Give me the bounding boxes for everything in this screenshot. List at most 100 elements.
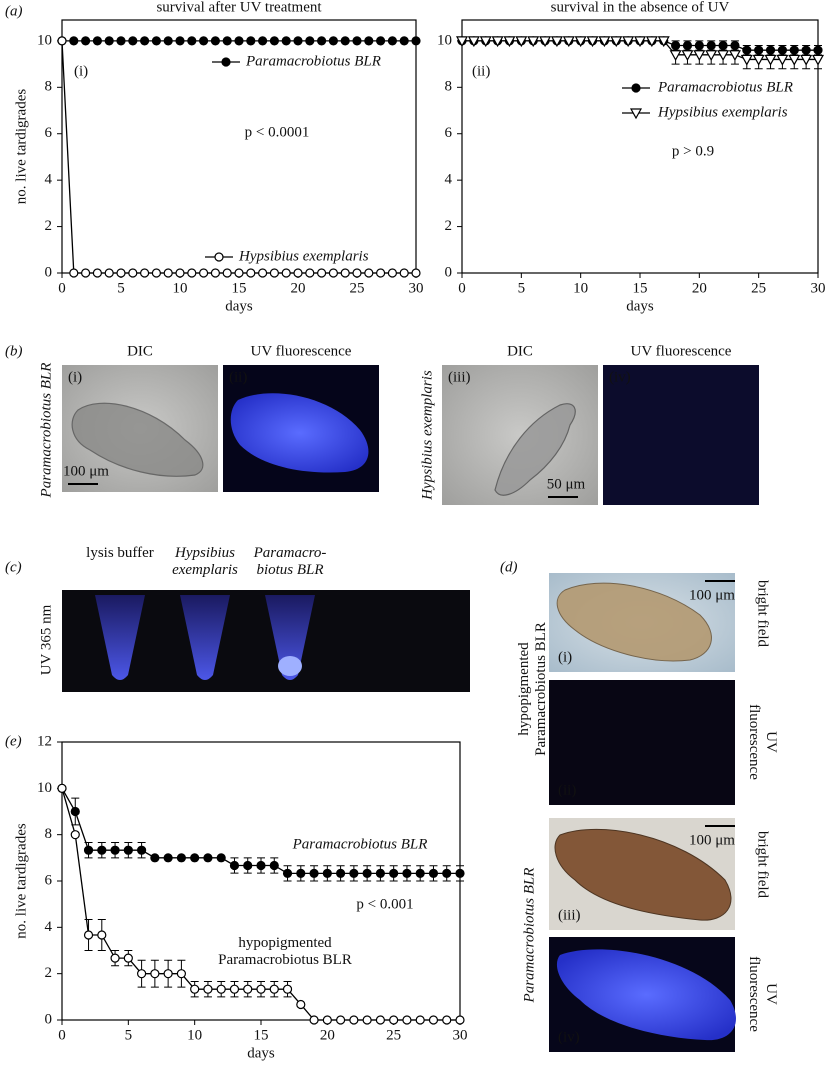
marker — [776, 54, 789, 66]
tardigrade — [71, 402, 204, 477]
marker — [234, 36, 244, 46]
marker — [222, 36, 232, 46]
legend-marker — [629, 108, 643, 120]
y-tick-label: 4 — [45, 172, 53, 188]
side-label: bright field — [754, 579, 771, 647]
image-label: (ii) — [229, 369, 247, 385]
marker — [389, 868, 399, 878]
marker — [657, 36, 670, 48]
marker — [411, 268, 421, 278]
marker — [352, 268, 362, 278]
panel-label: (a) — [5, 3, 23, 19]
y-tick-label: 2 — [45, 218, 53, 234]
marker — [349, 868, 359, 878]
marker — [317, 36, 327, 46]
marker — [340, 36, 350, 46]
marker — [328, 268, 338, 278]
y-tick-label: 10 — [37, 32, 52, 48]
annotation: p > 0.9 — [672, 143, 714, 159]
tardigrade — [554, 828, 732, 921]
marker — [415, 868, 425, 878]
annotation: (i) — [74, 63, 88, 79]
marker — [293, 268, 303, 278]
marker — [467, 36, 480, 48]
chart-title: survival after UV treatment — [156, 0, 322, 15]
marker — [269, 984, 279, 994]
marker — [402, 868, 412, 878]
marker — [243, 860, 253, 871]
series-line — [61, 40, 416, 274]
legend-marker — [214, 252, 224, 262]
side-label: bright field — [754, 830, 771, 899]
marker — [269, 36, 279, 46]
marker — [336, 868, 346, 878]
marker — [123, 845, 133, 855]
tube-label: Hypsibius exemplaris — [172, 545, 238, 578]
marker — [645, 36, 658, 48]
scale-label: 50 μm — [547, 476, 586, 492]
marker — [455, 36, 469, 48]
scale-label: 100 μm — [689, 832, 735, 848]
marker — [229, 860, 240, 871]
tube — [265, 595, 315, 680]
marker — [455, 868, 465, 878]
image-header: DIC — [127, 343, 153, 359]
marker — [375, 1015, 385, 1025]
marker — [150, 969, 160, 979]
marker — [336, 1015, 346, 1025]
marker — [256, 860, 266, 871]
y-tick-label: 10 — [437, 32, 452, 48]
side-label: UV fluorescence — [746, 955, 779, 1032]
marker — [387, 36, 397, 46]
marker — [187, 36, 197, 46]
marker — [352, 36, 362, 46]
x-tick-label: 0 — [58, 280, 66, 296]
marker — [116, 36, 126, 46]
chart-title: survival in the absence of UV — [551, 0, 730, 15]
marker — [258, 268, 268, 278]
legend-marker — [221, 57, 231, 67]
panel-label: (b) — [5, 343, 23, 359]
marker — [296, 868, 306, 878]
panel-label: (c) — [5, 559, 22, 575]
panel-label: (d) — [500, 559, 518, 575]
marker — [328, 36, 338, 46]
marker — [123, 953, 133, 963]
y-tick-label: 6 — [45, 125, 53, 141]
image-label: (iv) — [558, 1029, 580, 1045]
marker — [97, 845, 107, 855]
marker — [151, 268, 161, 278]
marker — [309, 1015, 319, 1025]
marker — [442, 868, 452, 878]
marker — [322, 868, 332, 878]
image-label: (ii) — [558, 782, 576, 798]
marker — [269, 860, 279, 871]
plot-frame — [61, 741, 461, 1021]
x-tick-label: 25 — [751, 280, 766, 296]
marker — [187, 268, 197, 278]
marker — [256, 984, 266, 994]
y-tick-label: 0 — [45, 1011, 53, 1027]
legend-label: Hypsibius exemplaris — [238, 248, 369, 264]
marker — [550, 36, 563, 48]
marker — [216, 853, 226, 863]
marker — [92, 268, 103, 278]
marker — [92, 36, 103, 46]
marker — [150, 853, 160, 863]
x-tick-label: 5 — [125, 1027, 133, 1043]
marker — [80, 268, 91, 278]
tube — [95, 595, 145, 680]
tube-label: Paramacro-biotus BLR — [253, 545, 327, 578]
marker — [364, 268, 374, 278]
marker — [229, 984, 240, 994]
x-tick-label: 25 — [386, 1027, 401, 1043]
marker — [140, 36, 150, 46]
marker — [317, 268, 327, 278]
x-tick-label: 30 — [409, 280, 424, 296]
tardigrade-glow — [556, 949, 736, 1041]
marker — [69, 36, 79, 46]
marker — [222, 268, 232, 278]
marker — [234, 268, 244, 278]
marker — [349, 1015, 359, 1025]
y-axis-label: no. live tardigrades — [13, 823, 29, 939]
